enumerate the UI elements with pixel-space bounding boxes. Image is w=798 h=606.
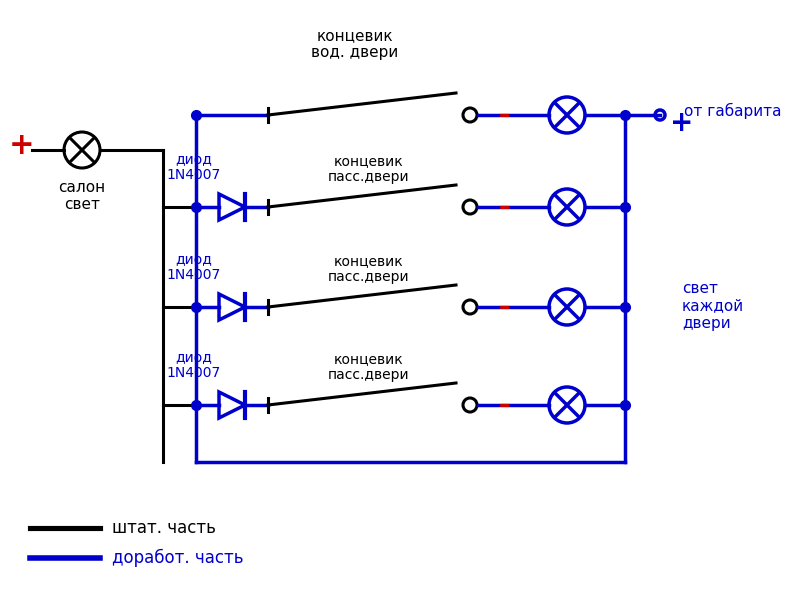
Text: салон
свет: салон свет <box>58 180 105 212</box>
Text: диод
1N4007: диод 1N4007 <box>167 350 221 380</box>
Circle shape <box>655 110 665 120</box>
Text: свет
каждой
двери: свет каждой двери <box>682 281 744 331</box>
Text: +: + <box>670 109 693 137</box>
Text: +: + <box>10 130 35 159</box>
Text: –: – <box>499 103 511 127</box>
Text: концевик
вод. двери: концевик вод. двери <box>311 28 399 61</box>
Text: диод
1N4007: диод 1N4007 <box>167 252 221 282</box>
Text: доработ. часть: доработ. часть <box>112 549 243 567</box>
Text: от габарита: от габарита <box>684 103 781 119</box>
Text: концевик
пасс.двери: концевик пасс.двери <box>328 154 410 184</box>
Text: концевик
пасс.двери: концевик пасс.двери <box>328 254 410 284</box>
Text: –: – <box>499 195 511 219</box>
Text: –: – <box>499 393 511 417</box>
Text: –: – <box>499 295 511 319</box>
Text: концевик
пасс.двери: концевик пасс.двери <box>328 352 410 382</box>
Text: диод
1N4007: диод 1N4007 <box>167 152 221 182</box>
Text: штат. часть: штат. часть <box>112 519 216 537</box>
